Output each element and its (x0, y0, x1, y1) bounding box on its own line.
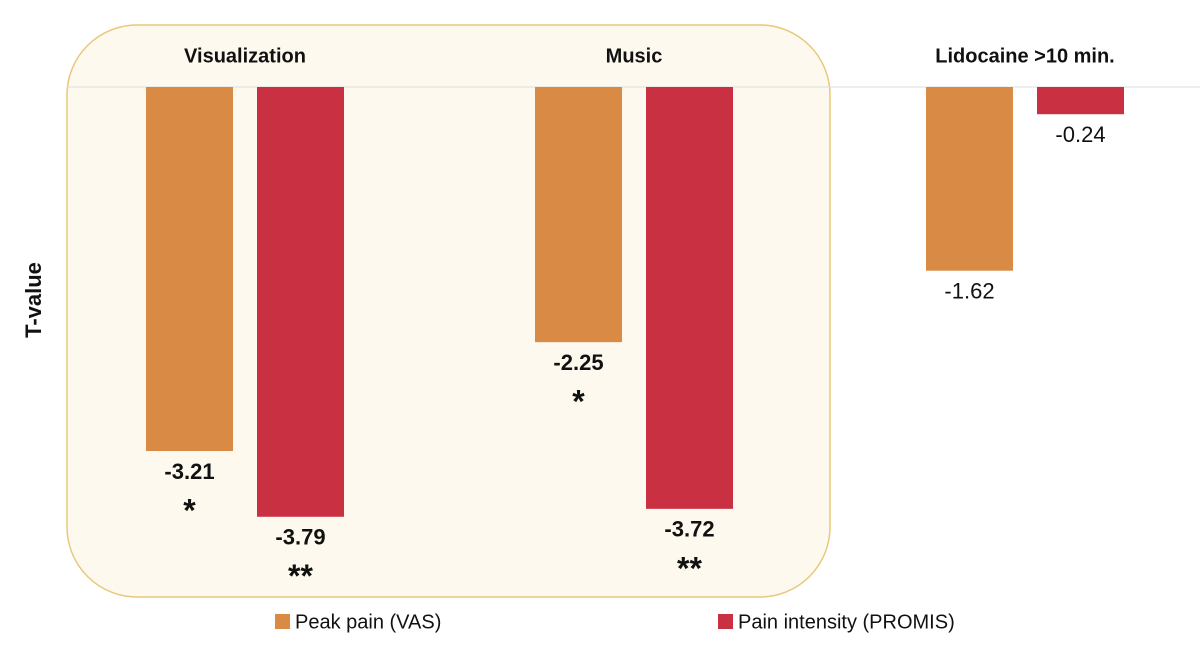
bar (257, 87, 344, 517)
significance-label: * (572, 384, 585, 420)
bar (926, 87, 1013, 271)
value-label: -3.21 (164, 459, 214, 484)
bar (646, 87, 733, 509)
category-label: Lidocaine >10 min. (935, 45, 1115, 67)
bar (535, 87, 622, 343)
y-axis-label: T-value (21, 262, 46, 338)
legend-label: Pain intensity (PROMIS) (738, 611, 955, 633)
significance-label: ** (288, 558, 313, 594)
legend-swatch (718, 614, 733, 629)
significance-label: * (183, 492, 196, 528)
value-label: -0.24 (1055, 122, 1105, 147)
value-label: -3.72 (664, 517, 714, 542)
category-label: Visualization (184, 45, 306, 67)
legend-swatch (275, 614, 290, 629)
value-label: -3.79 (275, 525, 325, 550)
legend-label: Peak pain (VAS) (295, 611, 441, 633)
value-label: -1.62 (944, 279, 994, 304)
bar (1037, 87, 1124, 115)
value-label: -2.25 (553, 350, 603, 375)
significance-label: ** (677, 550, 702, 586)
category-label: Music (606, 45, 663, 67)
bar (146, 87, 233, 452)
